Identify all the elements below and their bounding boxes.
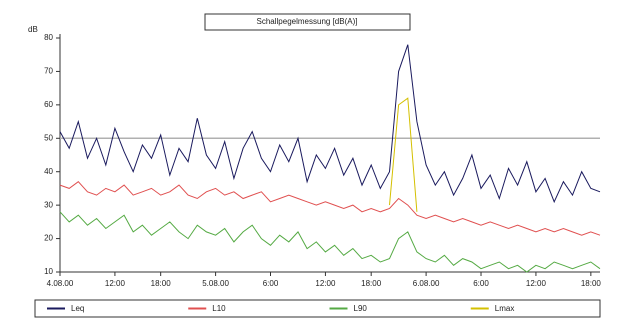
title-box xyxy=(204,13,411,31)
x-tick-label: 12:00 xyxy=(105,279,126,288)
series-line xyxy=(59,44,601,204)
legend-box xyxy=(34,299,601,318)
x-tick-label: 12:00 xyxy=(315,279,336,288)
x-tick-label: 5.08.00 xyxy=(202,279,229,288)
y-tick-label: 10 xyxy=(44,267,53,276)
y-tick-label: 60 xyxy=(44,100,53,109)
series-line xyxy=(59,181,601,236)
legend-label: L10 xyxy=(212,304,226,313)
chart-title: Schallpegelmessung [dB(A)] xyxy=(257,17,358,26)
y-tick-label: 80 xyxy=(44,33,53,42)
y-tick-label: 70 xyxy=(44,67,53,76)
series-line xyxy=(389,97,418,212)
series-line xyxy=(59,211,601,273)
x-tick-label: 18:00 xyxy=(581,279,602,288)
y-tick-label: 30 xyxy=(44,200,53,209)
legend-label: L90 xyxy=(354,304,368,313)
x-tick-label: 4.08.00 xyxy=(47,279,74,288)
y-tick-label: 40 xyxy=(44,167,53,176)
y-axis-label: dB xyxy=(28,25,38,34)
y-tick-label: 20 xyxy=(44,234,53,243)
x-tick-label: 12:00 xyxy=(526,279,547,288)
legend-label: Leq xyxy=(71,304,84,313)
x-tick-label: 6:00 xyxy=(263,279,279,288)
x-tick-label: 6:00 xyxy=(473,279,489,288)
x-tick-label: 6.08.00 xyxy=(413,279,440,288)
x-tick-label: 18:00 xyxy=(151,279,172,288)
x-tick-label: 18:00 xyxy=(361,279,382,288)
legend-label: Lmax xyxy=(495,304,515,313)
y-tick-label: 50 xyxy=(44,133,53,142)
